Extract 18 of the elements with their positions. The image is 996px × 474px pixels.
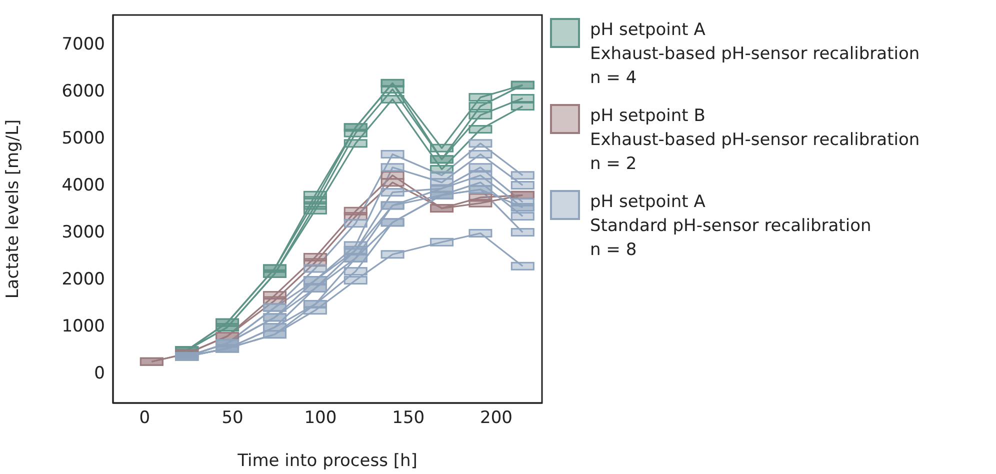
- y-tick-label: 2000: [62, 269, 105, 290]
- y-tick-label: 7000: [62, 34, 105, 54]
- legend-label: pH setpoint B Exhaust-based pH-sensor recalibration n = 2: [590, 105, 920, 176]
- x-tick-label: 100: [304, 408, 337, 428]
- x-tick-label: 50: [222, 408, 244, 428]
- y-axis-title: Lactate levels [mg/L]: [3, 119, 24, 299]
- x-tick-label: 0: [139, 408, 150, 428]
- y-tick-label: 4000: [62, 175, 105, 196]
- legend-label: pH setpoint A Exhaust-based pH-sensor recalibration n = 4: [590, 19, 920, 90]
- y-tick-label: 0: [94, 363, 105, 384]
- y-tick-label: 3000: [62, 222, 105, 242]
- x-axis-title: Time into process [h]: [236, 451, 418, 471]
- y-tick-label: 5000: [62, 128, 105, 148]
- legend-label: pH setpoint A Standard pH-sensor recalibration n = 8: [590, 191, 872, 262]
- x-tick-label: 150: [392, 408, 425, 428]
- y-tick-label: 1000: [62, 316, 105, 336]
- x-tick-label: 200: [480, 408, 513, 428]
- y-tick-label: 6000: [62, 81, 105, 102]
